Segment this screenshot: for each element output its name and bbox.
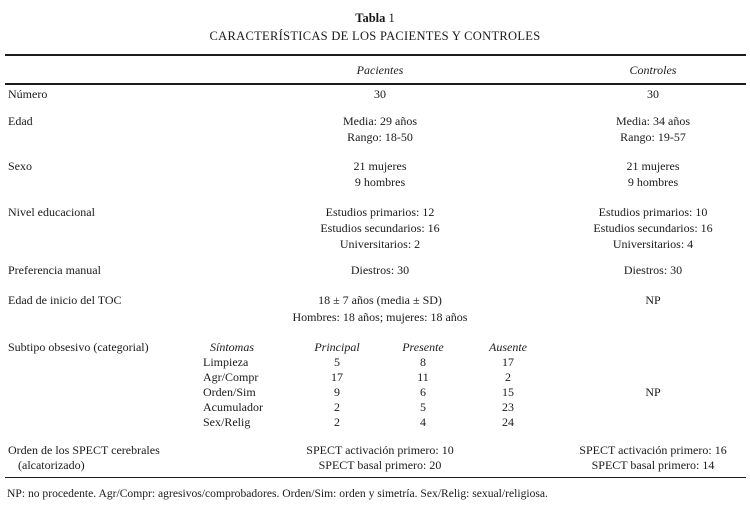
subtable-header-ausente: Ausente: [489, 340, 527, 354]
row-label-sexo: Sexo: [8, 159, 32, 173]
cell-nivel-pacientes-universitarios: Universitarios: 2: [339, 237, 421, 251]
table-title-number: 1: [388, 11, 395, 25]
cell-sexo-controles-hombres: 9 hombres: [627, 175, 679, 189]
subtable-header-presente: Presente: [402, 340, 444, 354]
cell-numero-controles: 30: [647, 87, 659, 101]
cell-nivel-controles-primarios: Estudios primarios: 10: [598, 205, 708, 219]
cell-inicio-pacientes-media: 18 ± 7 años (media ± SD): [318, 293, 442, 307]
subtable-row-sexrelig-principal: 2: [334, 415, 340, 429]
cell-sexo-pacientes-hombres: 9 hombres: [354, 175, 406, 189]
col-header-controles: Controles: [629, 63, 677, 77]
cell-spect-pacientes-basal: SPECT basal primero: 20: [318, 458, 442, 472]
row-label-edad: Edad: [8, 114, 33, 128]
table-title: Tabla 1: [0, 11, 750, 26]
cell-edad-controles-media: Media: 34 años: [616, 114, 690, 128]
table-title-word: Tabla: [355, 11, 386, 25]
subtable-row-sexrelig-label: Sex/Relig: [203, 415, 251, 429]
cell-nivel-controles-universitarios: Universitarios: 4: [612, 237, 694, 251]
cell-sexo-pacientes-mujeres: 21 mujeres: [353, 159, 407, 173]
subtable-row-acumulador-ausente: 23: [502, 400, 514, 414]
subtable-row-ordensim-principal: 9: [334, 385, 340, 399]
cell-sexo-controles-mujeres: 21 mujeres: [626, 159, 680, 173]
row-label-numero: Número: [8, 87, 48, 101]
subtable-row-ordensim-label: Orden/Sim: [203, 385, 256, 399]
row-label-subtipo-obsesivo: Subtipo obsesivo (categorial): [8, 340, 149, 354]
row-label-edad-inicio-toc: Edad de inicio del TOC: [8, 293, 122, 307]
subtable-row-acumulador-principal: 2: [334, 400, 340, 414]
subtable-row-agrcompr-label: Agr/Compr: [203, 370, 259, 384]
table-subtitle: CARACTERÍSTICAS DE LOS PACIENTES Y CONTR…: [209, 29, 541, 43]
row-label-nivel-educacional: Nivel educacional: [8, 205, 95, 219]
col-header-pacientes: Pacientes: [356, 63, 404, 77]
subtable-row-acumulador-presente: 5: [420, 400, 426, 414]
row-label-orden-spect-sub: (alcatorizado): [18, 458, 85, 472]
subtable-row-ordensim-ausente: 15: [502, 385, 514, 399]
cell-edad-pacientes-media: Media: 29 años: [343, 114, 417, 128]
subtable-row-limpieza-ausente: 17: [502, 355, 514, 369]
cell-edad-pacientes-rango: Rango: 18-50: [347, 130, 413, 144]
subtable-row-limpieza-principal: 5: [334, 355, 340, 369]
cell-nivel-controles-secundarios: Estudios secundarios: 16: [593, 221, 713, 235]
row-label-orden-spect: Orden de los SPECT cerebrales: [8, 443, 160, 457]
subtable-row-sexrelig-presente: 4: [420, 415, 426, 429]
footnote: NP: no procedente. Agr/Compr: agresivos/…: [7, 487, 548, 500]
cell-edad-controles-rango: Rango: 19-57: [620, 130, 686, 144]
footer-rule: [5, 477, 746, 478]
subtable-row-sexrelig-ausente: 24: [502, 415, 514, 429]
cell-inicio-controles-np: NP: [645, 293, 661, 307]
cell-spect-controles-activacion: SPECT activación primero: 16: [579, 443, 727, 457]
cell-spect-controles-basal: SPECT basal primero: 14: [591, 458, 715, 472]
cell-numero-pacientes: 30: [374, 87, 386, 101]
subtable-row-agrcompr-principal: 17: [331, 370, 343, 384]
cell-subtipo-controles-np: NP: [645, 385, 661, 399]
subtable-row-agrcompr-presente: 11: [417, 370, 429, 384]
subtable-row-limpieza-label: Limpieza: [203, 355, 249, 369]
subtable-row-acumulador-label: Acumulador: [203, 400, 263, 414]
subtable-header-sintomas: Síntomas: [210, 340, 255, 354]
cell-nivel-pacientes-primarios: Estudios primarios: 12: [325, 205, 435, 219]
cell-spect-pacientes-activacion: SPECT activación primero: 10: [306, 443, 454, 457]
row-label-preferencia-manual: Preferencia manual: [8, 263, 101, 277]
header-rule: [5, 83, 746, 85]
cell-inicio-pacientes-detalle: Hombres: 18 años; mujeres: 18 años: [292, 310, 468, 324]
subtable-row-limpieza-presente: 8: [420, 355, 426, 369]
cell-preferencia-controles: Diestros: 30: [623, 263, 683, 277]
top-rule: [5, 54, 746, 56]
cell-preferencia-pacientes: Diestros: 30: [350, 263, 410, 277]
cell-nivel-pacientes-secundarios: Estudios secundarios: 16: [320, 221, 440, 235]
subtable-row-ordensim-presente: 6: [420, 385, 426, 399]
subtable-row-agrcompr-ausente: 2: [505, 370, 511, 384]
subtable-header-principal: Principal: [314, 340, 360, 354]
